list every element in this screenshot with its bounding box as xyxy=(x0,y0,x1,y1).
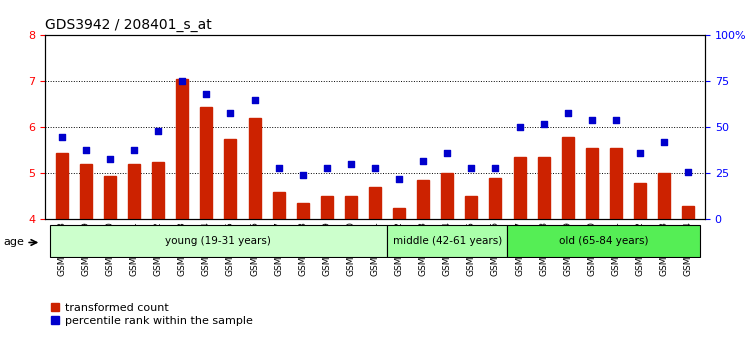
Point xyxy=(104,156,116,161)
Bar xyxy=(152,162,164,219)
Text: old (65-84 years): old (65-84 years) xyxy=(559,236,649,246)
Bar xyxy=(248,118,260,219)
Bar xyxy=(465,196,477,219)
Point xyxy=(465,165,477,171)
Point xyxy=(297,172,309,178)
Point xyxy=(56,134,68,139)
FancyBboxPatch shape xyxy=(387,225,508,257)
Point xyxy=(176,79,188,84)
Bar xyxy=(634,183,646,219)
Bar xyxy=(80,164,92,219)
Bar xyxy=(610,148,622,219)
Point xyxy=(610,117,622,123)
Text: age: age xyxy=(4,238,25,247)
Legend: transformed count, percentile rank within the sample: transformed count, percentile rank withi… xyxy=(50,303,253,326)
Bar xyxy=(297,203,309,219)
Bar xyxy=(417,181,429,219)
Point xyxy=(393,176,405,182)
Point xyxy=(224,110,236,115)
Point xyxy=(321,165,333,171)
Point xyxy=(417,158,429,164)
Bar xyxy=(128,164,140,219)
Bar xyxy=(514,157,526,219)
Bar xyxy=(490,178,502,219)
Point xyxy=(80,147,92,152)
Point xyxy=(441,150,453,156)
Bar xyxy=(682,206,694,219)
Text: young (19-31 years): young (19-31 years) xyxy=(166,236,272,246)
Bar xyxy=(104,176,116,219)
Bar xyxy=(56,153,68,219)
FancyBboxPatch shape xyxy=(50,225,387,257)
Point xyxy=(490,165,502,171)
Bar xyxy=(345,196,357,219)
Bar xyxy=(369,187,381,219)
Bar xyxy=(658,173,670,219)
Bar xyxy=(562,137,574,219)
Point xyxy=(152,128,164,134)
Bar xyxy=(586,148,598,219)
Point xyxy=(682,169,694,175)
Bar xyxy=(321,196,333,219)
Point xyxy=(345,161,357,167)
Bar xyxy=(200,107,212,219)
Text: middle (42-61 years): middle (42-61 years) xyxy=(393,236,502,246)
Point xyxy=(658,139,670,145)
Point xyxy=(538,121,550,127)
Bar xyxy=(273,192,285,219)
Text: GDS3942 / 208401_s_at: GDS3942 / 208401_s_at xyxy=(45,18,211,32)
Point xyxy=(369,165,381,171)
Point xyxy=(128,147,140,152)
Bar xyxy=(176,79,188,219)
Point xyxy=(248,97,260,103)
Bar xyxy=(393,208,405,219)
Point xyxy=(562,110,574,115)
Point xyxy=(634,150,646,156)
Point xyxy=(273,165,285,171)
Point xyxy=(586,117,598,123)
Bar xyxy=(441,173,453,219)
Point xyxy=(514,125,526,130)
Bar xyxy=(224,139,236,219)
FancyBboxPatch shape xyxy=(508,225,700,257)
Point xyxy=(200,91,212,97)
Bar xyxy=(538,157,550,219)
